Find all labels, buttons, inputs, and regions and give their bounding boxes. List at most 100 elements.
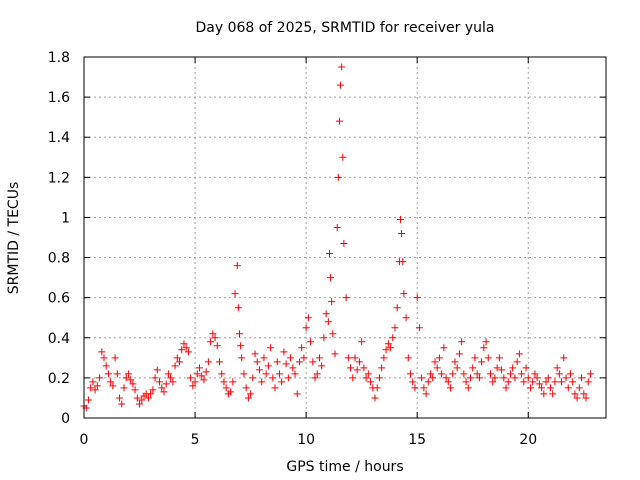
data-point [131, 386, 139, 394]
data-point [339, 153, 347, 161]
data-point [149, 386, 157, 394]
data-point [391, 324, 399, 332]
data-point [433, 364, 441, 372]
data-point [580, 390, 588, 398]
y-tick-label: 1.6 [48, 90, 70, 106]
data-point [107, 378, 115, 386]
data-point [298, 344, 306, 352]
points-layer [80, 63, 594, 412]
data-point [307, 338, 315, 346]
data-point [429, 374, 437, 382]
data-point [164, 370, 172, 378]
data-point [129, 380, 137, 388]
data-point [264, 362, 272, 370]
data-point [399, 258, 407, 266]
data-point [435, 354, 443, 362]
data-point [575, 384, 583, 392]
y-tick-label: 0.8 [48, 251, 70, 267]
data-point [98, 348, 106, 356]
data-point [196, 364, 204, 372]
data-point [91, 386, 99, 394]
data-point [124, 370, 132, 378]
data-point [198, 372, 206, 380]
data-point [182, 344, 190, 352]
data-point [202, 368, 210, 376]
data-point [535, 380, 543, 388]
data-point [84, 396, 92, 404]
data-point [389, 334, 397, 342]
data-point [546, 384, 554, 392]
data-point [400, 290, 408, 298]
data-point [440, 344, 448, 352]
data-point [211, 334, 219, 342]
data-point [478, 358, 486, 366]
data-point [449, 370, 457, 378]
data-point [569, 378, 577, 386]
x-axis-label: GPS time / hours [286, 459, 403, 475]
data-point [273, 358, 281, 366]
data-point [420, 384, 428, 392]
data-point [122, 374, 130, 382]
data-point [522, 364, 530, 372]
data-point [237, 342, 245, 350]
data-point [176, 358, 184, 366]
data-point [138, 396, 146, 404]
data-point [382, 346, 390, 354]
data-point [311, 374, 319, 382]
data-point [526, 384, 534, 392]
data-point [184, 348, 192, 356]
data-point [327, 274, 335, 282]
data-point [442, 374, 450, 382]
data-point [438, 370, 446, 378]
data-point [304, 314, 312, 322]
data-point [542, 378, 550, 386]
y-tick-label: 0.2 [48, 371, 70, 387]
y-tick-label: 1.2 [48, 170, 70, 186]
data-point [462, 378, 470, 386]
data-point [558, 378, 566, 386]
data-point [564, 384, 572, 392]
data-point [209, 330, 217, 338]
data-point [249, 374, 257, 382]
data-point [455, 350, 463, 358]
data-point [189, 382, 197, 390]
y-axis-label: SRMTID / TECUs [6, 182, 22, 295]
data-point [397, 215, 405, 223]
data-point [393, 304, 401, 312]
data-point [355, 358, 363, 366]
data-point [538, 384, 546, 392]
data-point [187, 374, 195, 382]
data-point [571, 390, 579, 398]
data-point [491, 374, 499, 382]
y-tick-label: 1 [61, 210, 70, 226]
data-point [269, 374, 277, 382]
data-point [407, 370, 415, 378]
data-point [484, 354, 492, 362]
data-point [313, 370, 321, 378]
data-point [551, 378, 559, 386]
data-point [364, 370, 372, 378]
data-point [284, 374, 292, 382]
data-point [404, 354, 412, 362]
data-point [233, 262, 241, 270]
data-point [329, 330, 337, 338]
data-point [578, 374, 586, 382]
data-point [560, 354, 568, 362]
data-point [573, 394, 581, 402]
data-point [362, 374, 370, 382]
data-point [367, 378, 375, 386]
data-point [96, 374, 104, 382]
ticks-layer [83, 56, 606, 419]
data-point [193, 370, 201, 378]
data-point [144, 394, 152, 402]
data-point [451, 358, 459, 366]
data-point [349, 374, 357, 382]
data-point [411, 384, 419, 392]
data-point [191, 378, 199, 386]
data-point [275, 370, 283, 378]
data-point [315, 354, 323, 362]
data-point [549, 390, 557, 398]
data-point [566, 370, 574, 378]
data-point [260, 354, 268, 362]
x-tick-label: 5 [191, 432, 200, 448]
